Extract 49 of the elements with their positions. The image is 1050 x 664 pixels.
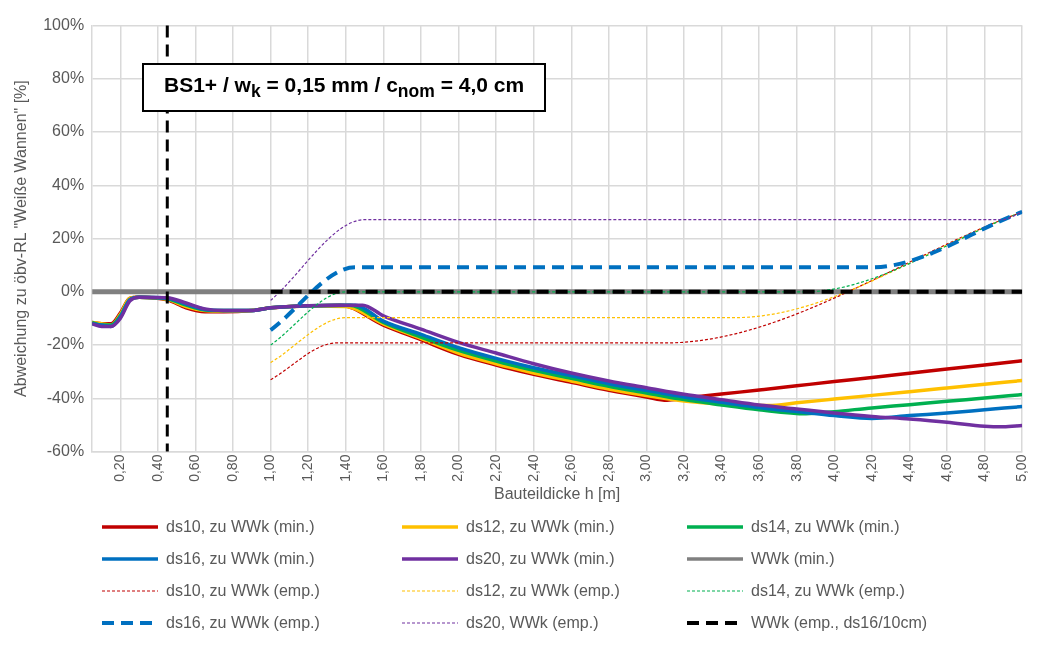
x-tick-label: 0,20 bbox=[111, 454, 128, 482]
y-tick-label: -40% bbox=[46, 388, 85, 406]
y-tick-label: 0% bbox=[61, 282, 85, 300]
y-axis-title: Abweichung zu öbv-RL "Weiße Wannen" [%] bbox=[12, 80, 30, 397]
x-tick-label: 2,60 bbox=[562, 454, 579, 482]
x-tick-label: 1,60 bbox=[374, 454, 391, 482]
x-tick-label: 1,00 bbox=[261, 454, 278, 482]
x-tick-label: 2,00 bbox=[449, 454, 466, 482]
legend-label: WWk (min.) bbox=[751, 550, 835, 568]
legend-label: WWk (emp., ds16/10cm) bbox=[751, 614, 928, 632]
x-tick-label: 3,40 bbox=[712, 454, 729, 482]
x-tick-label: 1,40 bbox=[336, 454, 353, 482]
y-tick-label: 80% bbox=[52, 69, 85, 87]
x-tick-label: 0,60 bbox=[186, 454, 203, 482]
x-tick-label: 2,80 bbox=[599, 454, 616, 482]
x-tick-label: 5,00 bbox=[1013, 454, 1030, 482]
x-tick-label: 4,60 bbox=[937, 454, 954, 482]
annotation: BS1+ / w$_{k}$ = 0,15 mm / c$_{nom}$ = 4,0 cm bbox=[142, 63, 547, 113]
x-tick-label: 4,80 bbox=[975, 454, 992, 482]
y-tick-label: 100% bbox=[43, 16, 85, 34]
legend-label: ds16, zu WWk (emp.) bbox=[166, 614, 320, 632]
x-tick-label: 2,20 bbox=[486, 454, 503, 482]
legend-label: ds14, zu WWk (emp.) bbox=[751, 582, 905, 600]
y-tick-label: 40% bbox=[52, 175, 85, 193]
legend-label: ds16, zu WWk (min.) bbox=[166, 550, 315, 568]
x-tick-label: 0,40 bbox=[148, 454, 165, 482]
y-tick-label: 60% bbox=[52, 122, 85, 140]
legend-label: ds20, WWk (emp.) bbox=[466, 614, 599, 632]
legend-label: ds20, zu WWk (min.) bbox=[466, 550, 615, 568]
y-tick-label: 20% bbox=[52, 228, 85, 246]
y-tick-label: -20% bbox=[46, 335, 85, 353]
x-tick-label: 4,00 bbox=[825, 454, 842, 482]
legend-label: ds12, zu WWk (emp.) bbox=[466, 582, 620, 600]
x-tick-label: 3,00 bbox=[637, 454, 654, 482]
x-tick-label: 2,40 bbox=[524, 454, 541, 482]
x-axis-title: Bauteildicke h [m] bbox=[494, 484, 621, 502]
x-tick-label: 0,80 bbox=[223, 454, 240, 482]
legend-label: ds12, zu WWk (min.) bbox=[466, 518, 615, 536]
legend-label: ds10, zu WWk (min.) bbox=[166, 518, 315, 536]
x-tick-label: 4,40 bbox=[900, 454, 917, 482]
x-tick-label: 1,20 bbox=[299, 454, 316, 482]
legend-label: ds10, zu WWk (emp.) bbox=[166, 582, 320, 600]
x-tick-label: 4,20 bbox=[862, 454, 879, 482]
x-tick-label: 3,60 bbox=[750, 454, 767, 482]
x-tick-label: 1,80 bbox=[411, 454, 428, 482]
x-tick-label: 3,20 bbox=[674, 454, 691, 482]
x-tick-label: 3,80 bbox=[787, 454, 804, 482]
y-tick-label: -60% bbox=[46, 441, 85, 459]
legend-label: ds14, zu WWk (min.) bbox=[751, 518, 900, 536]
